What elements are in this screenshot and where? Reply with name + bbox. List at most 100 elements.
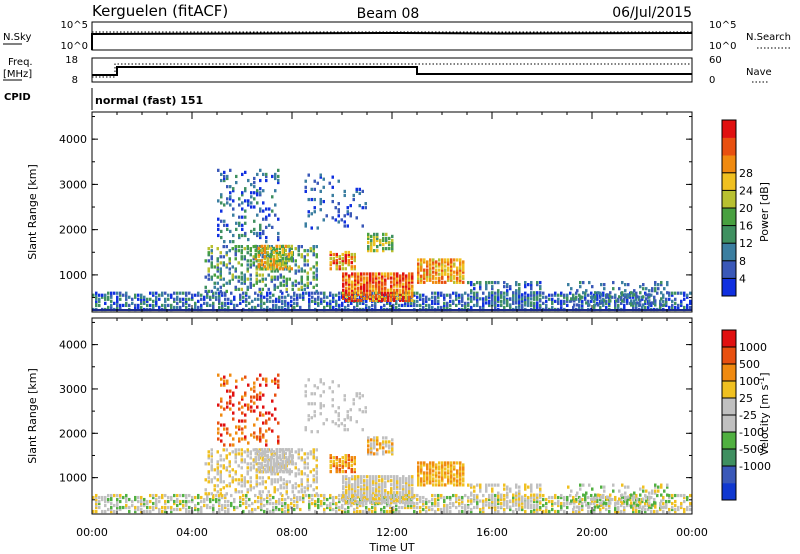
velocity-cell (426, 477, 429, 481)
power-cell (597, 291, 600, 295)
velocity-cell (431, 497, 434, 502)
velocity-cell (602, 503, 605, 508)
power-cell (411, 274, 414, 278)
power-cell (345, 282, 348, 286)
power-cell (402, 294, 405, 298)
velocity-cell (230, 501, 233, 506)
power-cell (246, 269, 249, 273)
power-cell (488, 293, 491, 297)
power-cell (244, 221, 247, 225)
power-cell (143, 295, 146, 299)
power-cell (636, 295, 639, 299)
power-cell (255, 271, 258, 275)
power-cell (428, 305, 431, 310)
velocity-cell (417, 469, 420, 473)
velocity-cell (125, 493, 128, 498)
velocity-cell (402, 489, 405, 493)
power-cell (378, 280, 381, 284)
power-cell (241, 191, 244, 195)
power-cell (219, 267, 222, 271)
velocity-cell (275, 499, 278, 504)
power-cell (263, 254, 266, 259)
power-cell (629, 295, 632, 299)
velocity-cell (246, 470, 249, 474)
velocity-cell (276, 488, 279, 492)
nave-label: Nave (746, 67, 772, 78)
velocity-cell (363, 495, 366, 499)
power-cell (284, 256, 287, 261)
velocity-cell (450, 481, 453, 485)
velocity-cell (329, 503, 332, 508)
power-cell (413, 291, 416, 295)
velocity-cell (256, 405, 259, 409)
power-cell (473, 287, 476, 291)
power-cell (447, 268, 450, 272)
power-cell (381, 296, 384, 301)
velocity-cell (345, 489, 348, 493)
velocity-cell (350, 458, 353, 462)
velocity-cell (294, 462, 297, 466)
velocity-cell (250, 405, 253, 409)
power-cell (234, 285, 237, 289)
colorbar-swatch (722, 364, 736, 382)
power-cell (245, 297, 248, 301)
velocity-cell (273, 472, 276, 476)
velocity-cell (260, 501, 263, 506)
power-cell (95, 291, 98, 295)
power-cell (435, 276, 438, 280)
power-cell (223, 219, 226, 223)
power-cell (417, 278, 420, 282)
power-cell (228, 279, 231, 283)
power-cell (417, 268, 420, 272)
power-cell (413, 299, 416, 303)
power-cell (426, 276, 429, 280)
power-cell (279, 283, 282, 287)
velocity-cell (229, 433, 232, 437)
velocity-cell (340, 422, 343, 426)
velocity-cell (542, 497, 545, 502)
velocity-cell (249, 468, 252, 472)
power-cell (304, 189, 307, 193)
velocity-cell (500, 501, 503, 506)
power-cell (272, 305, 275, 310)
power-cell (290, 267, 293, 271)
power-cell (228, 257, 231, 261)
power-cell (335, 265, 338, 269)
velocity-cell (265, 439, 268, 443)
power-cell (420, 276, 423, 280)
velocity-cell (385, 444, 388, 448)
power-cell (602, 301, 605, 305)
velocity-cell (149, 499, 152, 504)
velocity-cell (352, 398, 355, 402)
velocity-cell (527, 495, 530, 500)
power-cell (270, 275, 273, 279)
power-cell (396, 284, 399, 288)
power-cell (473, 303, 476, 308)
velocity-cell (385, 450, 388, 454)
velocity-cell (506, 505, 509, 510)
xtick-label: 04:00 (176, 526, 208, 539)
velocity-cell (441, 479, 444, 483)
velocity-cell (405, 489, 408, 493)
velocity-cell (371, 509, 374, 514)
velocity-cell (447, 469, 450, 473)
velocity-cell (512, 509, 515, 514)
velocity-cell (348, 477, 351, 481)
power-cell (393, 298, 396, 303)
power-cell (231, 275, 234, 279)
velocity-cell (369, 493, 372, 497)
velocity-cell (315, 486, 318, 490)
power-cell (527, 283, 530, 287)
velocity-cell (173, 499, 176, 504)
velocity-cell (294, 472, 297, 476)
power-cell (530, 287, 533, 291)
velocity-cell (420, 471, 423, 475)
velocity-cell (255, 482, 258, 486)
velocity-cell (423, 471, 426, 475)
velocity-cell (263, 448, 266, 452)
velocity-cell (137, 507, 140, 512)
velocity-cell (491, 489, 494, 493)
velocity-cell (223, 443, 226, 447)
velocity-cell (370, 438, 373, 442)
velocity-cell (384, 485, 387, 489)
